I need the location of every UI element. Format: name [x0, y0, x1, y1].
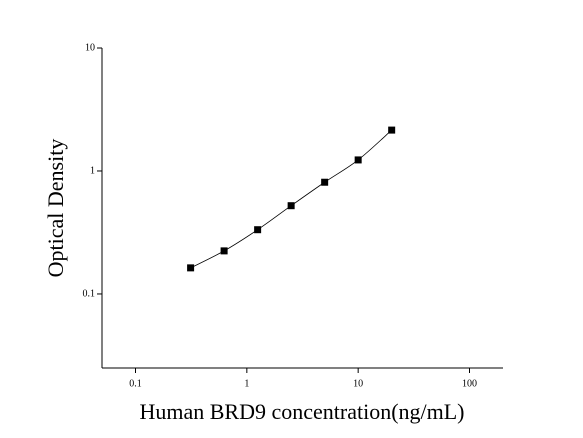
y-axis-title: Optical Density [43, 139, 68, 278]
point [220, 247, 228, 255]
y-tick-label: 0.1 [83, 288, 96, 299]
x-tick-label: 100 [462, 378, 477, 389]
point [354, 156, 362, 164]
x-tick-label: 0.1 [129, 378, 142, 389]
point [388, 126, 396, 134]
x-tick-label: 10 [353, 378, 363, 389]
y-tick-label: 10 [85, 42, 95, 53]
point [254, 226, 262, 234]
point [321, 178, 329, 186]
x-axis-title: Human BRD9 concentration(ng/mL) [139, 399, 464, 424]
point [187, 264, 195, 272]
x-tick-label: 1 [244, 378, 249, 389]
fit-line [190, 129, 392, 269]
point [287, 202, 295, 210]
y-tick-label: 1 [90, 165, 95, 176]
